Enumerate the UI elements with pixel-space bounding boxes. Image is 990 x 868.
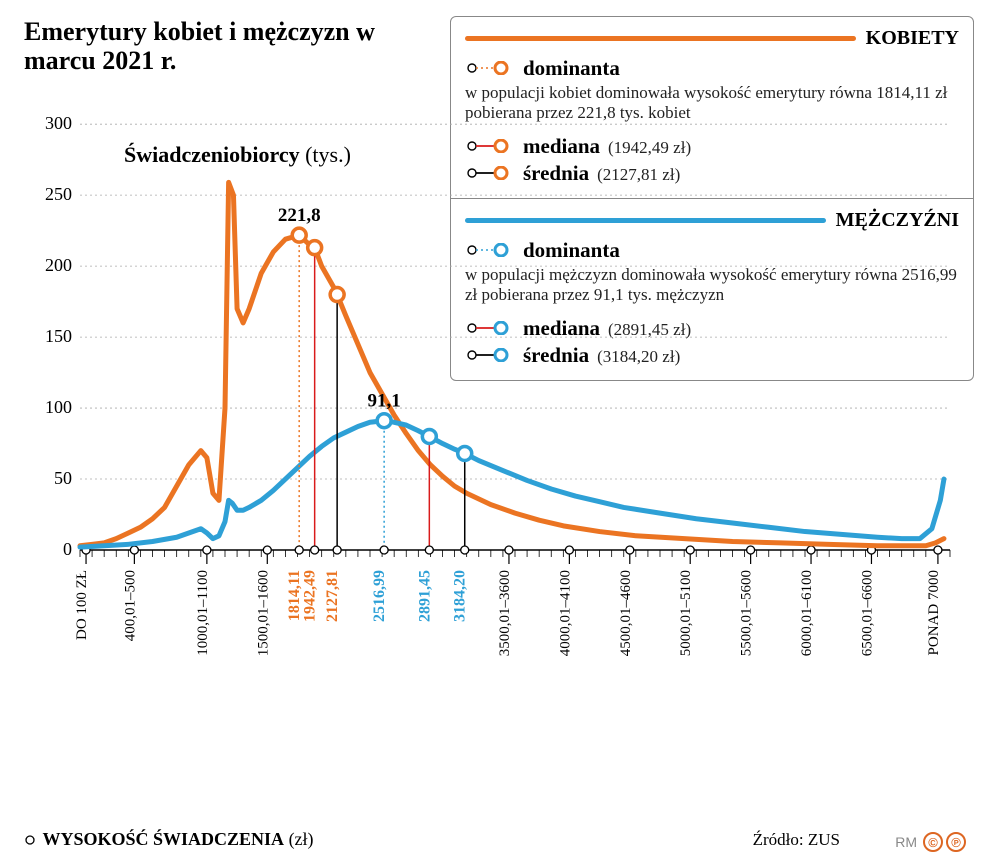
legend-women-mode: dominanta [523, 56, 620, 81]
svg-text:1500,01–1600: 1500,01–1600 [255, 570, 271, 656]
svg-text:2127,81: 2127,81 [324, 570, 341, 622]
svg-text:5500,01–5600: 5500,01–5600 [739, 570, 755, 656]
svg-text:221,8: 221,8 [278, 205, 321, 226]
chart-svg: 050100150200250300DO 100 ZŁ400,01–500100… [60, 100, 960, 670]
svg-text:PONAD 7000: PONAD 7000 [926, 570, 942, 655]
svg-text:0: 0 [63, 539, 72, 559]
svg-text:100: 100 [45, 397, 72, 417]
svg-text:250: 250 [45, 184, 72, 204]
svg-text:1942,49: 1942,49 [302, 570, 319, 622]
svg-text:2516,99: 2516,99 [371, 570, 388, 622]
svg-text:DO 100 ZŁ: DO 100 ZŁ [74, 570, 90, 640]
svg-text:300: 300 [45, 113, 72, 133]
svg-text:6000,01–6100: 6000,01–6100 [799, 570, 815, 656]
source-text: Źródło: ZUS [753, 830, 840, 850]
mode-marker-icon [465, 61, 509, 75]
svg-text:5000,01–5100: 5000,01–5100 [678, 570, 694, 656]
svg-text:91,1: 91,1 [368, 391, 401, 412]
svg-text:3184,20: 3184,20 [452, 570, 469, 622]
chart-title: Emerytury kobiet i mężczyzn w marcu 2021… [24, 18, 424, 75]
svg-text:2891,45: 2891,45 [416, 570, 433, 622]
svg-text:50: 50 [54, 468, 72, 488]
svg-text:4500,01–4600: 4500,01–4600 [618, 570, 634, 656]
legend-women-label: KOBIETY [866, 27, 959, 50]
svg-text:1814,11: 1814,11 [286, 570, 303, 621]
series-women [80, 182, 944, 545]
svg-text:3500,01–3600: 3500,01–3600 [497, 570, 513, 656]
svg-text:6500,01–6600: 6500,01–6600 [859, 570, 875, 656]
x-axis-title: WYSOKOŚĆ ŚWIADCZENIA (zł) [24, 829, 314, 850]
copyright: RM©℗ [895, 832, 966, 852]
svg-text:400,01–500: 400,01–500 [122, 570, 138, 641]
women-swatch [465, 36, 856, 41]
svg-text:4000,01–4100: 4000,01–4100 [557, 570, 573, 656]
svg-text:150: 150 [45, 326, 72, 346]
chart: 050100150200250300DO 100 ZŁ400,01–500100… [60, 100, 960, 670]
svg-text:1000,01–1100: 1000,01–1100 [195, 570, 211, 656]
svg-text:200: 200 [45, 255, 72, 275]
